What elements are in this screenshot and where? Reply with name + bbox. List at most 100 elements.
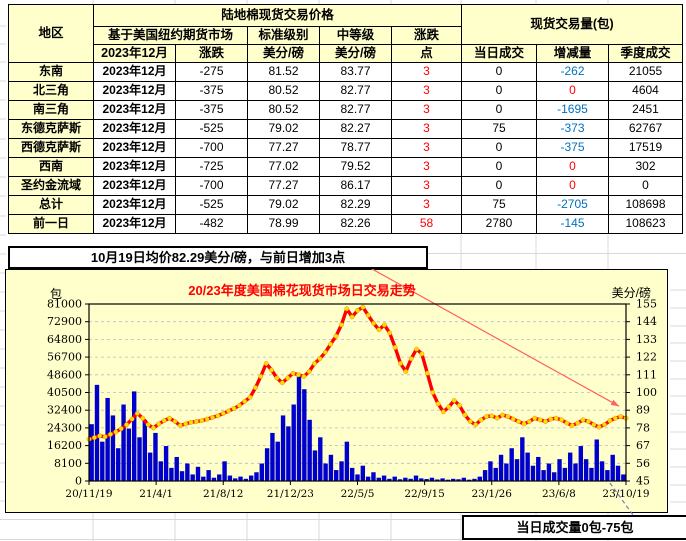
cell-month[interactable]: 2023年12月 xyxy=(93,81,176,101)
cell-delta-volume[interactable]: 0 xyxy=(536,176,609,196)
cell-daily-volume[interactable]: 0 xyxy=(461,138,537,158)
header-table-title[interactable]: 陆地棉现货交易价格 xyxy=(93,4,462,27)
cell-delta-volume[interactable]: -1695 xyxy=(536,100,609,120)
cell-std-price[interactable]: 77.27 xyxy=(247,176,320,196)
cell-delta-volume[interactable]: -373 xyxy=(536,119,609,139)
cell-std-price[interactable]: 80.52 xyxy=(247,81,320,101)
cell-daily-volume[interactable]: 0 xyxy=(461,100,537,120)
cell-mid-price[interactable]: 82.26 xyxy=(319,214,392,234)
cell-month[interactable]: 2023年12月 xyxy=(93,119,176,139)
cell-delta-volume[interactable]: -375 xyxy=(536,138,609,158)
cell-points[interactable]: 3 xyxy=(391,119,462,139)
header-std-grade[interactable]: 标准级别 xyxy=(247,26,320,45)
cell-points[interactable]: 3 xyxy=(391,157,462,177)
cell-daily-volume[interactable]: 2780 xyxy=(461,214,537,234)
cell-change[interactable]: -700 xyxy=(175,176,248,196)
cell-mid-price[interactable]: 83.77 xyxy=(319,62,392,82)
cell-std-price[interactable]: 80.52 xyxy=(247,100,320,120)
cell-change[interactable]: -482 xyxy=(175,214,248,234)
cell-region[interactable]: 圣约金流域 xyxy=(8,176,94,196)
cell-daily-volume[interactable]: 75 xyxy=(461,119,537,139)
table-row: 南三角 2023年12月 -375 80.52 82.77 3 0 -1695 2451 xyxy=(8,100,683,120)
cell-daily-volume[interactable]: 0 xyxy=(461,176,537,196)
daily-average-note[interactable]: 10月19日均价82.29美分/磅，与前日增加3点 xyxy=(8,246,428,269)
cell-mid-price[interactable]: 78.77 xyxy=(319,138,392,158)
cell-points[interactable]: 3 xyxy=(391,100,462,120)
cell-delta-volume[interactable]: -262 xyxy=(536,62,609,82)
cell-change[interactable]: -275 xyxy=(175,62,248,82)
cell-mid-price[interactable]: 86.17 xyxy=(319,176,392,196)
cell-quarterly-volume[interactable]: 2451 xyxy=(608,100,683,120)
cell-mid-price[interactable]: 82.77 xyxy=(319,100,392,120)
cell-quarterly-volume[interactable]: 0 xyxy=(608,176,683,196)
header-unit-mid[interactable]: 美分/磅 xyxy=(319,44,392,63)
cell-points[interactable]: 58 xyxy=(391,214,462,234)
cell-region[interactable]: 东德克萨斯 xyxy=(8,119,94,139)
cell-std-price[interactable]: 77.27 xyxy=(247,138,320,158)
header-daily[interactable]: 当日成交 xyxy=(461,44,537,63)
cell-quarterly-volume[interactable]: 108623 xyxy=(608,214,683,234)
cell-delta-volume[interactable]: 0 xyxy=(536,81,609,101)
daily-volume-note[interactable]: 当日成交量0包-75包 xyxy=(462,515,686,540)
cell-mid-price[interactable]: 82.27 xyxy=(319,119,392,139)
cell-region[interactable]: 南三角 xyxy=(8,100,94,120)
header-change-group[interactable]: 涨跌 xyxy=(391,26,462,45)
cell-daily-volume[interactable]: 75 xyxy=(461,195,537,215)
cell-region[interactable]: 东南 xyxy=(8,62,94,82)
cell-delta-volume[interactable]: -145 xyxy=(536,214,609,234)
cell-points[interactable]: 3 xyxy=(391,176,462,196)
cell-month[interactable]: 2023年12月 xyxy=(93,157,176,177)
header-futures-group[interactable]: 基于美国纽约期货市场 xyxy=(93,26,248,45)
cell-delta-volume[interactable]: 0 xyxy=(536,157,609,177)
cell-change[interactable]: -525 xyxy=(175,195,248,215)
cell-region[interactable]: 西南 xyxy=(8,157,94,177)
cell-quarterly-volume[interactable]: 302 xyxy=(608,157,683,177)
cell-change[interactable]: -375 xyxy=(175,81,248,101)
cell-month[interactable]: 2023年12月 xyxy=(93,176,176,196)
cell-quarterly-volume[interactable]: 4604 xyxy=(608,81,683,101)
header-change[interactable]: 涨跌 xyxy=(175,44,248,63)
cell-month[interactable]: 2023年12月 xyxy=(93,138,176,158)
cell-month[interactable]: 2023年12月 xyxy=(93,195,176,215)
cell-daily-volume[interactable]: 0 xyxy=(461,81,537,101)
header-quarterly[interactable]: 季度成交 xyxy=(608,44,683,63)
cell-change[interactable]: -700 xyxy=(175,138,248,158)
header-region[interactable]: 地区 xyxy=(8,4,94,63)
cell-mid-price[interactable]: 79.52 xyxy=(319,157,392,177)
cell-std-price[interactable]: 78.99 xyxy=(247,214,320,234)
cell-points[interactable]: 3 xyxy=(391,138,462,158)
cell-points[interactable]: 3 xyxy=(391,62,462,82)
cell-region[interactable]: 总计 xyxy=(8,195,94,215)
cell-region[interactable]: 西德克萨斯 xyxy=(8,138,94,158)
cell-std-price[interactable]: 81.52 xyxy=(247,62,320,82)
cell-quarterly-volume[interactable]: 108698 xyxy=(608,195,683,215)
cell-month[interactable]: 2023年12月 xyxy=(93,62,176,82)
header-unit-std[interactable]: 美分/磅 xyxy=(247,44,320,63)
cell-quarterly-volume[interactable]: 21055 xyxy=(608,62,683,82)
cotton-trading-chart[interactable]: 81000 155 72900 144 64800 133 56700 122 48600 111… xyxy=(5,264,668,513)
cell-points[interactable]: 3 xyxy=(391,81,462,101)
cell-points[interactable]: 3 xyxy=(391,195,462,215)
cell-std-price[interactable]: 79.02 xyxy=(247,195,320,215)
cell-region[interactable]: 前一日 xyxy=(8,214,94,234)
cell-std-price[interactable]: 79.02 xyxy=(247,119,320,139)
header-delta[interactable]: 增减量 xyxy=(536,44,609,63)
header-volume-group[interactable]: 现货交易量(包) xyxy=(461,4,683,45)
cell-std-price[interactable]: 77.02 xyxy=(247,157,320,177)
cell-region[interactable]: 北三角 xyxy=(8,81,94,101)
cell-change[interactable]: -725 xyxy=(175,157,248,177)
header-points[interactable]: 点 xyxy=(391,44,462,63)
cell-delta-volume[interactable]: -2705 xyxy=(536,195,609,215)
header-month[interactable]: 2023年12月 xyxy=(93,44,176,63)
cell-daily-volume[interactable]: 0 xyxy=(461,157,537,177)
cell-mid-price[interactable]: 82.29 xyxy=(319,195,392,215)
cell-mid-price[interactable]: 82.77 xyxy=(319,81,392,101)
cell-change[interactable]: -525 xyxy=(175,119,248,139)
cell-month[interactable]: 2023年12月 xyxy=(93,214,176,234)
header-mid-grade[interactable]: 中等级 xyxy=(319,26,392,45)
cell-daily-volume[interactable]: 0 xyxy=(461,62,537,82)
cell-month[interactable]: 2023年12月 xyxy=(93,100,176,120)
cell-change[interactable]: -375 xyxy=(175,100,248,120)
cell-quarterly-volume[interactable]: 62767 xyxy=(608,119,683,139)
cell-quarterly-volume[interactable]: 17519 xyxy=(608,138,683,158)
